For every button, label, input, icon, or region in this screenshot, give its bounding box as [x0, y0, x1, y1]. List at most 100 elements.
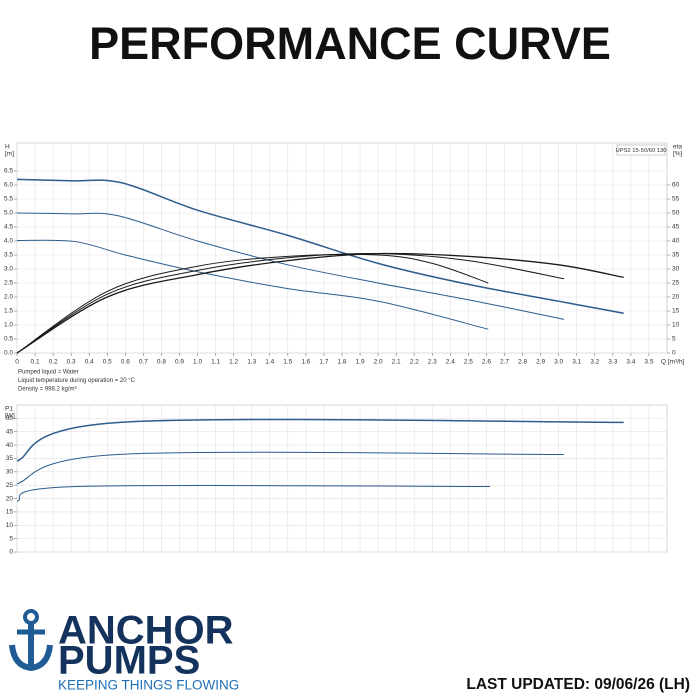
x-tick-label: 0 [15, 359, 19, 366]
x-tick-label: 2.0 [374, 359, 383, 366]
series-line [16, 252, 624, 354]
x-axis-label: Q [m³/h] [661, 359, 685, 366]
y2-tick-label: 10 [672, 322, 680, 329]
y2-tick-label: 45 [672, 224, 680, 231]
series-line [16, 484, 491, 502]
annotation: UPS2 15-50/60 130 [616, 148, 667, 154]
x-tick-label: 2.8 [518, 359, 527, 366]
y-axis-label: H [5, 144, 10, 151]
y-tick-label: 2.0 [4, 294, 13, 301]
x-tick-label: 3.0 [554, 359, 563, 366]
series-line [16, 418, 624, 462]
x-tick-label: 2.3 [428, 359, 437, 366]
y-tick-label: 6.5 [4, 168, 13, 175]
series-line [16, 239, 489, 330]
y2-tick-label: 5 [672, 336, 676, 343]
x-tick-label: 2.7 [500, 359, 509, 366]
y-tick-label: 20 [6, 495, 14, 502]
y-tick-label: 0.0 [4, 350, 13, 357]
y-tick-label: 2.5 [4, 280, 13, 287]
x-tick-label: 3.2 [590, 359, 599, 366]
y-tick-label: 5.5 [4, 196, 13, 203]
y-tick-label: 0 [9, 549, 13, 556]
y2-axis-label: [%] [673, 151, 683, 158]
x-tick-label: 3.5 [644, 359, 653, 366]
y-tick-label: 5.0 [4, 210, 13, 217]
x-tick-label: 1.7 [319, 359, 328, 366]
y-tick-label: 25 [6, 482, 14, 489]
y-tick-label: 40 [6, 442, 14, 449]
y2-tick-label: 15 [672, 308, 680, 315]
x-tick-label: 2.2 [410, 359, 419, 366]
x-tick-label: 0.8 [157, 359, 166, 366]
note: Liquid temperature during operation = 20… [18, 378, 136, 384]
y-tick-label: 3.5 [4, 252, 13, 259]
y-tick-label: 4.5 [4, 224, 13, 231]
y-tick-label: 35 [6, 455, 14, 462]
note: Density = 998.2 kg/m³ [18, 387, 77, 393]
x-tick-label: 1.3 [247, 359, 256, 366]
y-axis-label: [W] [5, 413, 15, 420]
note: Pumped liquid = Water [18, 370, 79, 376]
y2-axis-label: eta [673, 144, 682, 151]
y2-tick-label: 0 [672, 350, 676, 357]
x-tick-label: 2.4 [446, 359, 455, 366]
y-tick-label: 1.5 [4, 308, 13, 315]
annotation-box [616, 144, 666, 156]
y2-tick-label: 55 [672, 196, 680, 203]
x-tick-label: 1.1 [211, 359, 220, 366]
x-tick-label: 0.4 [85, 359, 94, 366]
series-line [16, 178, 624, 314]
x-tick-label: 0.5 [103, 359, 112, 366]
x-tick-label: 1.0 [193, 359, 202, 366]
y-axis-label: [m] [5, 151, 14, 158]
x-tick-label: 1.8 [337, 359, 346, 366]
x-tick-label: 0.9 [175, 359, 184, 366]
x-tick-label: 1.4 [265, 359, 274, 366]
x-tick-label: 2.6 [482, 359, 491, 366]
head-chart: 0.0 0.5 1.0 1.5 2.0 2.5 3.0 3.5 4.0 4.5 5.0 5.5 6.0 6… [4, 142, 685, 393]
power-chart: 0 5 10 15 20 25 30 35 40 45 50 P1[W] [5, 404, 668, 556]
series-line [16, 253, 489, 354]
x-tick-label: 3.1 [572, 359, 581, 366]
page-title: PERFORMANCE CURVE [89, 18, 611, 69]
logo-tagline: KEEPING THINGS FLOWING [58, 678, 239, 693]
series-line [16, 253, 565, 354]
y-tick-label: 10 [6, 522, 14, 529]
y2-tick-label: 30 [672, 266, 680, 273]
x-tick-label: 3.4 [626, 359, 635, 366]
x-tick-label: 2.9 [536, 359, 545, 366]
anchor-icon [9, 609, 53, 672]
y-tick-label: 45 [6, 428, 14, 435]
y-tick-label: 50 [6, 415, 14, 422]
y2-tick-label: 25 [672, 280, 680, 287]
logo-line: ANCHOR [58, 609, 234, 653]
x-tick-label: 0.1 [31, 359, 40, 366]
x-tick-label: 1.9 [356, 359, 365, 366]
x-tick-label: 1.2 [229, 359, 238, 366]
y2-tick-label: 50 [672, 210, 680, 217]
y-tick-label: 30 [6, 469, 14, 476]
x-tick-label: 2.1 [392, 359, 401, 366]
x-tick-label: 3.3 [608, 359, 617, 366]
series-line [16, 451, 565, 485]
x-tick-label: 0.2 [49, 359, 58, 366]
y-tick-label: 4.0 [4, 238, 13, 245]
y-tick-label: 15 [6, 509, 14, 516]
x-tick-label: 0.3 [67, 359, 76, 366]
y-tick-label: 3.0 [4, 266, 13, 273]
last-updated: LAST UPDATED: 09/06/26 (LH) [466, 676, 690, 693]
y2-tick-label: 20 [672, 294, 680, 301]
y-tick-label: 1.0 [4, 322, 13, 329]
y2-tick-label: 60 [672, 182, 680, 189]
x-tick-label: 1.6 [301, 359, 310, 366]
logo-line: PUMPS [58, 639, 200, 683]
x-tick-label: 2.5 [464, 359, 473, 366]
y2-tick-label: 35 [672, 252, 680, 259]
y-tick-label: 6.0 [4, 182, 13, 189]
x-tick-label: 0.6 [121, 359, 130, 366]
y-tick-label: 0.5 [4, 336, 13, 343]
y-tick-label: 5 [9, 535, 13, 542]
y2-tick-label: 40 [672, 238, 680, 245]
